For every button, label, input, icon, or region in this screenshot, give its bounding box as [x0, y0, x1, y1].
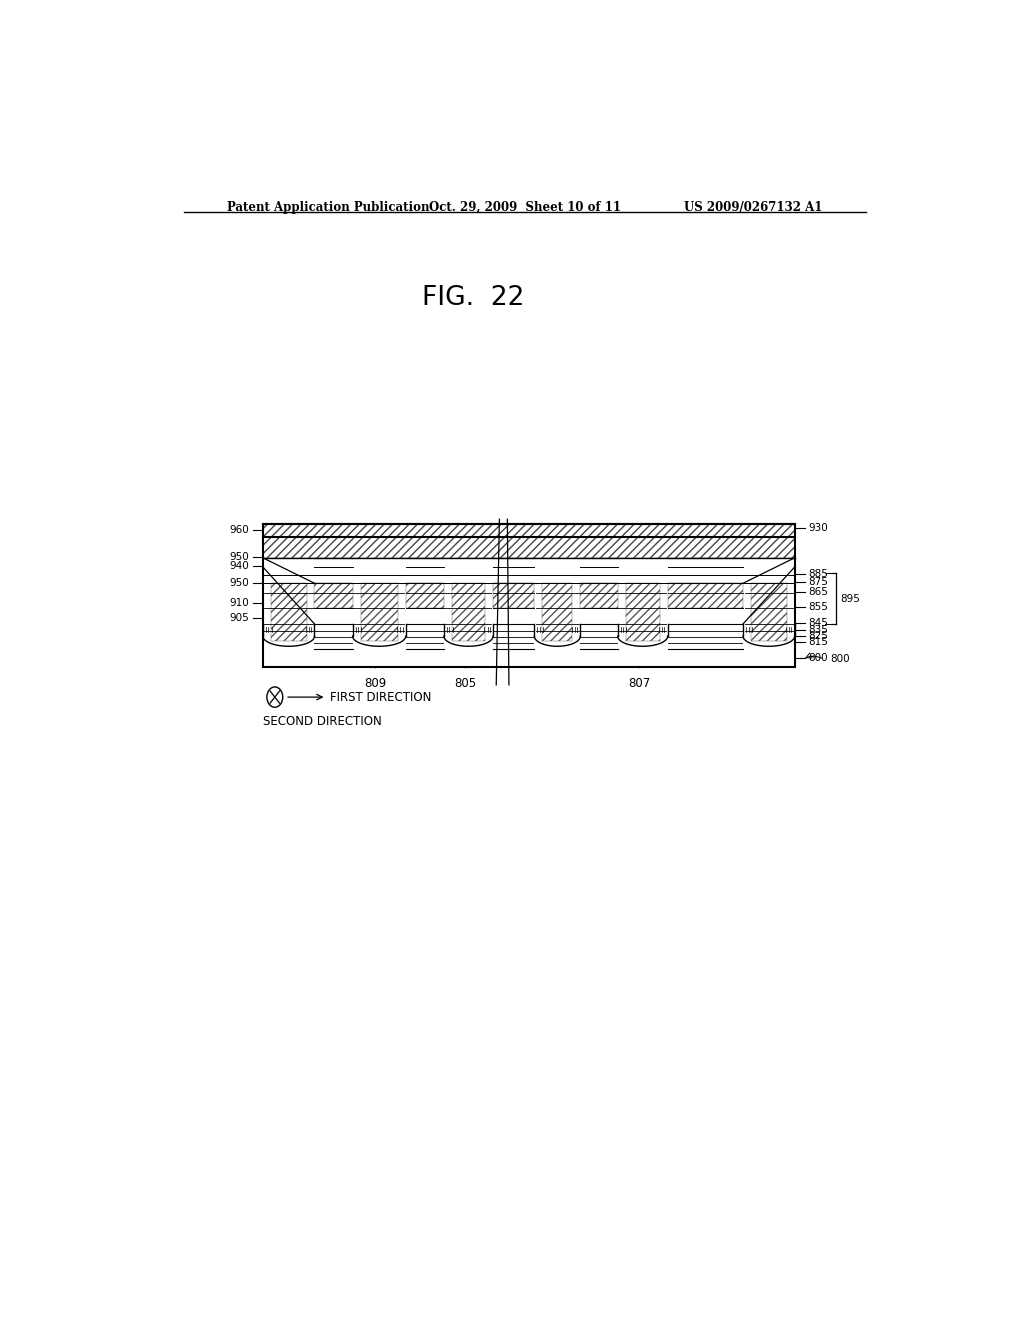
Text: 960: 960	[229, 525, 249, 536]
Bar	[314, 583, 352, 607]
Bar	[263, 536, 795, 558]
Text: 855: 855	[808, 602, 828, 611]
Bar	[668, 583, 743, 607]
Text: SECOND DIRECTION: SECOND DIRECTION	[263, 715, 382, 729]
Bar	[263, 524, 795, 667]
Text: 815: 815	[808, 638, 828, 647]
Bar	[406, 583, 443, 607]
Bar	[743, 624, 795, 647]
Text: Oct. 29, 2009  Sheet 10 of 11: Oct. 29, 2009 Sheet 10 of 11	[429, 201, 621, 214]
Bar	[443, 624, 494, 647]
Text: 805: 805	[455, 677, 476, 690]
Bar	[617, 624, 668, 647]
Text: 800: 800	[830, 655, 850, 664]
Text: 910: 910	[229, 598, 249, 607]
Text: 825: 825	[808, 631, 828, 642]
Text: 950: 950	[229, 552, 249, 562]
Text: 875: 875	[808, 577, 828, 587]
Text: 865: 865	[808, 587, 828, 598]
Bar	[263, 624, 314, 647]
Bar	[751, 583, 786, 642]
Text: 930: 930	[808, 523, 827, 533]
Bar	[535, 624, 581, 647]
Text: 845: 845	[808, 618, 828, 628]
Text: 895: 895	[841, 594, 860, 603]
Bar	[352, 624, 406, 647]
Bar	[626, 583, 659, 642]
Text: 835: 835	[808, 624, 828, 635]
Text: 940: 940	[229, 561, 249, 572]
Text: US 2009/0267132 A1: US 2009/0267132 A1	[684, 201, 822, 214]
Text: FIRST DIRECTION: FIRST DIRECTION	[331, 690, 432, 704]
Text: Patent Application Publication: Patent Application Publication	[227, 201, 430, 214]
Bar	[263, 524, 795, 536]
Text: 800: 800	[808, 653, 827, 664]
Text: 950: 950	[229, 578, 249, 589]
Circle shape	[267, 686, 283, 708]
Bar	[263, 524, 795, 667]
Bar	[360, 583, 397, 642]
Bar	[494, 583, 535, 607]
Text: 885: 885	[808, 569, 828, 579]
Bar	[270, 583, 306, 642]
Text: 807: 807	[629, 677, 651, 690]
Bar	[581, 583, 617, 607]
Text: FIG.  22: FIG. 22	[422, 285, 524, 312]
Text: 809: 809	[365, 677, 387, 690]
Bar	[452, 583, 485, 642]
Bar	[543, 583, 572, 642]
Text: 905: 905	[229, 612, 249, 623]
